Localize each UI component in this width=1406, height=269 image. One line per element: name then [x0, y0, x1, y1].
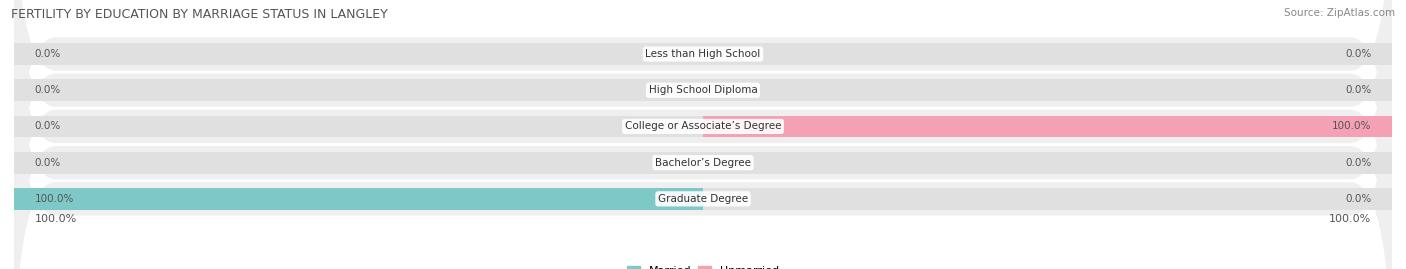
Text: Source: ZipAtlas.com: Source: ZipAtlas.com — [1284, 8, 1395, 18]
FancyBboxPatch shape — [14, 0, 1392, 269]
Legend: Married, Unmarried: Married, Unmarried — [621, 261, 785, 269]
Bar — [14, 188, 703, 210]
Text: 100.0%: 100.0% — [1331, 121, 1371, 132]
Bar — [703, 79, 1392, 101]
Text: Less than High School: Less than High School — [645, 49, 761, 59]
Text: 100.0%: 100.0% — [1329, 214, 1371, 224]
Bar — [14, 152, 703, 174]
Bar — [703, 116, 1392, 137]
Text: 0.0%: 0.0% — [35, 121, 60, 132]
Bar — [703, 43, 1392, 65]
Text: 0.0%: 0.0% — [1346, 49, 1371, 59]
Text: Graduate Degree: Graduate Degree — [658, 194, 748, 204]
Bar — [703, 152, 1392, 174]
Bar — [703, 116, 1392, 137]
Text: 0.0%: 0.0% — [35, 49, 60, 59]
Text: College or Associate’s Degree: College or Associate’s Degree — [624, 121, 782, 132]
Text: Bachelor’s Degree: Bachelor’s Degree — [655, 158, 751, 168]
Text: 0.0%: 0.0% — [1346, 194, 1371, 204]
FancyBboxPatch shape — [14, 0, 1392, 269]
Bar — [14, 79, 703, 101]
Text: 100.0%: 100.0% — [35, 194, 75, 204]
Bar — [703, 188, 1392, 210]
Bar — [14, 116, 703, 137]
FancyBboxPatch shape — [14, 0, 1392, 269]
Bar — [14, 188, 703, 210]
Text: 0.0%: 0.0% — [1346, 158, 1371, 168]
Text: 100.0%: 100.0% — [35, 214, 77, 224]
FancyBboxPatch shape — [14, 0, 1392, 269]
Text: 0.0%: 0.0% — [35, 158, 60, 168]
Text: High School Diploma: High School Diploma — [648, 85, 758, 95]
Text: FERTILITY BY EDUCATION BY MARRIAGE STATUS IN LANGLEY: FERTILITY BY EDUCATION BY MARRIAGE STATU… — [11, 8, 388, 21]
Text: 0.0%: 0.0% — [35, 85, 60, 95]
FancyBboxPatch shape — [14, 0, 1392, 255]
Text: 0.0%: 0.0% — [1346, 85, 1371, 95]
Bar — [14, 43, 703, 65]
